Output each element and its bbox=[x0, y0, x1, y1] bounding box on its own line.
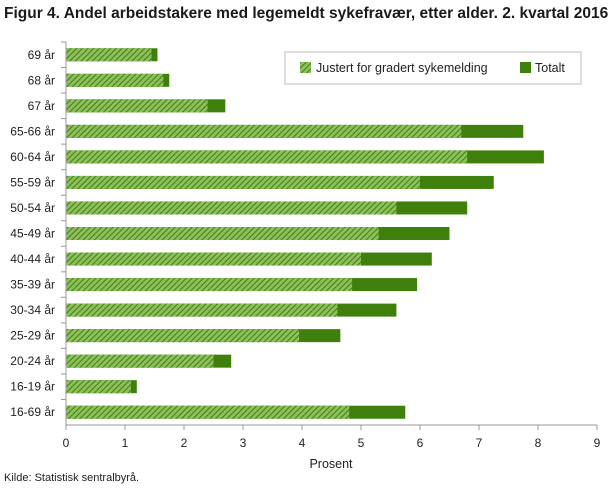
y-tick-label-0: 69 år bbox=[28, 48, 55, 62]
y-tick-label-11: 25-29 år bbox=[10, 329, 55, 343]
bar-justert-11 bbox=[66, 329, 300, 343]
y-tick-label-7: 45-49 år bbox=[10, 227, 55, 241]
bar-justert-6 bbox=[66, 201, 397, 215]
y-tick-label-1: 68 år bbox=[28, 73, 55, 87]
legend: Justert for gradert sykemelding Totalt bbox=[284, 51, 582, 85]
x-tick-label-5: 5 bbox=[358, 436, 365, 450]
y-tick-label-12: 20-24 år bbox=[10, 354, 55, 368]
x-tick-label-0: 0 bbox=[63, 436, 70, 450]
bar-justert-7 bbox=[66, 227, 379, 240]
x-tick-label-4: 4 bbox=[299, 436, 306, 450]
legend-box bbox=[284, 51, 582, 85]
axes-group: 69 år 68 år 67 år 65-66 år 60-64 år 55-59 år 5… bbox=[10, 41, 601, 450]
bar-justert-12 bbox=[66, 354, 214, 368]
x-tick-label-2: 2 bbox=[181, 436, 188, 450]
bar-chart: 69 år 68 år 67 år 65-66 år 60-64 år 55-59 år 5… bbox=[10, 41, 601, 470]
chart-title: Figur 4. Andel arbeidstakere med legemel… bbox=[4, 5, 609, 22]
bar-justert-5 bbox=[66, 175, 420, 189]
bar-justert-2 bbox=[66, 99, 208, 113]
bar-justert-14 bbox=[66, 405, 350, 419]
y-tick-label-14: 16-69 år bbox=[10, 405, 55, 419]
x-axis-label: Prosent bbox=[309, 457, 353, 470]
source-note: Kilde: Statistisk sentralbyrå. bbox=[4, 472, 140, 484]
legend-label-totalt: Totalt bbox=[535, 61, 565, 75]
y-tick-label-2: 67 år bbox=[28, 99, 55, 113]
x-tick-label-9: 9 bbox=[594, 436, 601, 450]
y-tick-label-3: 65-66 år bbox=[10, 124, 55, 138]
x-tick-label-3: 3 bbox=[240, 436, 247, 450]
y-tick-label-10: 30-34 år bbox=[10, 303, 55, 317]
x-tick-label-6: 6 bbox=[417, 436, 424, 450]
bar-justert-8 bbox=[66, 252, 361, 266]
bar-justert-4 bbox=[66, 150, 468, 164]
x-tick-label-7: 7 bbox=[476, 436, 483, 450]
y-tick-label-8: 40-44 år bbox=[10, 252, 55, 266]
legend-label-justert: Justert for gradert sykemelding bbox=[316, 61, 488, 75]
bar-justert-13 bbox=[66, 380, 131, 394]
bar-justert-1 bbox=[66, 73, 164, 87]
y-tick-label-4: 60-64 år bbox=[10, 150, 55, 164]
bar-justert-0 bbox=[66, 48, 152, 62]
bar-justert-3 bbox=[66, 124, 462, 138]
y-tick-label-13: 16-19 år bbox=[10, 380, 55, 394]
y-tick-label-5: 55-59 år bbox=[10, 175, 55, 189]
bar-justert-9 bbox=[66, 278, 353, 292]
legend-swatch-totalt bbox=[520, 62, 531, 73]
x-tick-label-8: 8 bbox=[535, 436, 542, 450]
y-tick-label-6: 50-54 år bbox=[10, 201, 55, 215]
bars-group bbox=[66, 48, 544, 419]
legend-swatch-justert bbox=[300, 62, 311, 73]
bar-justert-10 bbox=[66, 303, 338, 317]
x-tick-label-1: 1 bbox=[122, 436, 129, 450]
y-tick-label-9: 35-39 år bbox=[10, 278, 55, 292]
